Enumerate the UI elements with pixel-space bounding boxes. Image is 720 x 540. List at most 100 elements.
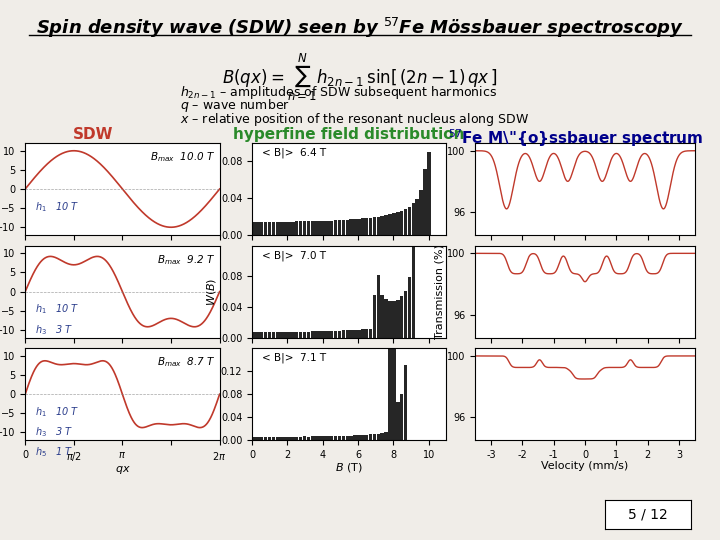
Text: < B|>  7.0 T: < B|> 7.0 T (262, 250, 325, 261)
Bar (256, 222, 260, 235)
Bar (361, 218, 364, 235)
Bar (330, 220, 333, 235)
Bar (279, 437, 283, 440)
Bar (307, 221, 310, 235)
Bar (260, 222, 264, 235)
Bar (369, 218, 372, 235)
Bar (252, 437, 256, 440)
Bar (283, 437, 287, 440)
Bar (310, 331, 314, 338)
Bar (276, 437, 279, 440)
Bar (322, 221, 325, 235)
Bar (307, 436, 310, 440)
Text: $h_3$   3 T: $h_3$ 3 T (35, 323, 73, 336)
Bar (408, 277, 411, 338)
Bar (315, 221, 318, 235)
Bar (338, 220, 341, 235)
Text: $x$ – relative position of the resonant nucleus along SDW: $x$ – relative position of the resonant … (180, 111, 529, 127)
Bar (318, 436, 322, 440)
Bar (268, 437, 271, 440)
Text: $^{57}$Fe M\"{o}ssbauer spectrum: $^{57}$Fe M\"{o}ssbauer spectrum (449, 127, 703, 148)
Bar (365, 218, 369, 235)
X-axis label: $qx$: $qx$ (114, 464, 130, 476)
Bar (264, 437, 267, 440)
Bar (357, 219, 361, 235)
Bar (357, 330, 361, 338)
Text: $B_{max}$  9.2 T: $B_{max}$ 9.2 T (157, 253, 216, 267)
Bar (369, 329, 372, 338)
Bar (349, 330, 353, 338)
Bar (377, 217, 380, 235)
Y-axis label: $W(B)$: $W(B)$ (205, 278, 218, 306)
Bar (310, 436, 314, 440)
Bar (295, 221, 299, 235)
Bar (400, 394, 403, 440)
Bar (287, 332, 291, 338)
Bar (365, 435, 369, 440)
Bar (341, 330, 345, 338)
Bar (326, 436, 330, 440)
Text: $B(qx) = \sum_{n=1}^{N} h_{2n-1}\, \sin[\,(2n-1)\,qx\,]$: $B(qx) = \sum_{n=1}^{N} h_{2n-1}\, \sin[… (222, 51, 498, 103)
Y-axis label: Transmission (%): Transmission (%) (434, 244, 444, 339)
Bar (287, 437, 291, 440)
Bar (338, 331, 341, 338)
Bar (388, 214, 392, 235)
Bar (291, 332, 294, 338)
Bar (295, 332, 299, 338)
Bar (338, 436, 341, 440)
Bar (346, 436, 349, 440)
Bar (287, 222, 291, 235)
Bar (400, 211, 403, 235)
Bar (396, 300, 400, 338)
Text: < B|>  6.4 T: < B|> 6.4 T (262, 148, 326, 158)
Bar (354, 435, 357, 440)
Bar (302, 332, 306, 338)
Bar (346, 330, 349, 338)
Bar (427, 152, 431, 235)
Text: $q$ – wave number: $q$ – wave number (180, 97, 290, 114)
Bar (334, 331, 338, 338)
Bar (299, 332, 302, 338)
Bar (377, 434, 380, 440)
Bar (295, 437, 299, 440)
Bar (315, 332, 318, 338)
Bar (349, 219, 353, 235)
Bar (268, 332, 271, 338)
Bar (392, 346, 396, 440)
Bar (264, 332, 267, 338)
Bar (373, 217, 377, 235)
Bar (380, 433, 384, 440)
Bar (326, 331, 330, 338)
Text: $B_{max}$  10.0 T: $B_{max}$ 10.0 T (150, 151, 216, 164)
Text: $h_3$   3 T: $h_3$ 3 T (35, 426, 73, 439)
Bar (252, 222, 256, 235)
Bar (341, 220, 345, 235)
Text: SDW: SDW (73, 127, 114, 142)
Bar (357, 435, 361, 440)
Bar (354, 330, 357, 338)
Bar (334, 220, 338, 235)
Bar (404, 291, 408, 338)
Bar (392, 301, 396, 338)
Bar (415, 199, 419, 235)
Bar (380, 216, 384, 235)
Text: < B|>  7.1 T: < B|> 7.1 T (262, 353, 326, 363)
Text: $h_1$   10 T: $h_1$ 10 T (35, 302, 79, 316)
Text: Spin density wave (SDW) seen by $^{57}$Fe Mössbauer spectroscopy: Spin density wave (SDW) seen by $^{57}$F… (36, 16, 684, 40)
X-axis label: $B$ (T): $B$ (T) (336, 461, 363, 474)
Bar (404, 365, 408, 440)
Bar (365, 329, 369, 338)
Bar (279, 332, 283, 338)
Bar (310, 221, 314, 235)
Text: $h_1$   10 T: $h_1$ 10 T (35, 405, 79, 419)
Bar (307, 332, 310, 338)
Bar (419, 190, 423, 235)
Bar (276, 332, 279, 338)
Bar (388, 270, 392, 440)
Text: $h_{2n-1}$ – amplitudes of SDW subsequent harmonics: $h_{2n-1}$ – amplitudes of SDW subsequen… (180, 84, 497, 100)
Bar (318, 331, 322, 338)
Bar (330, 331, 333, 338)
Bar (341, 436, 345, 440)
Bar (271, 222, 275, 235)
Bar (271, 437, 275, 440)
